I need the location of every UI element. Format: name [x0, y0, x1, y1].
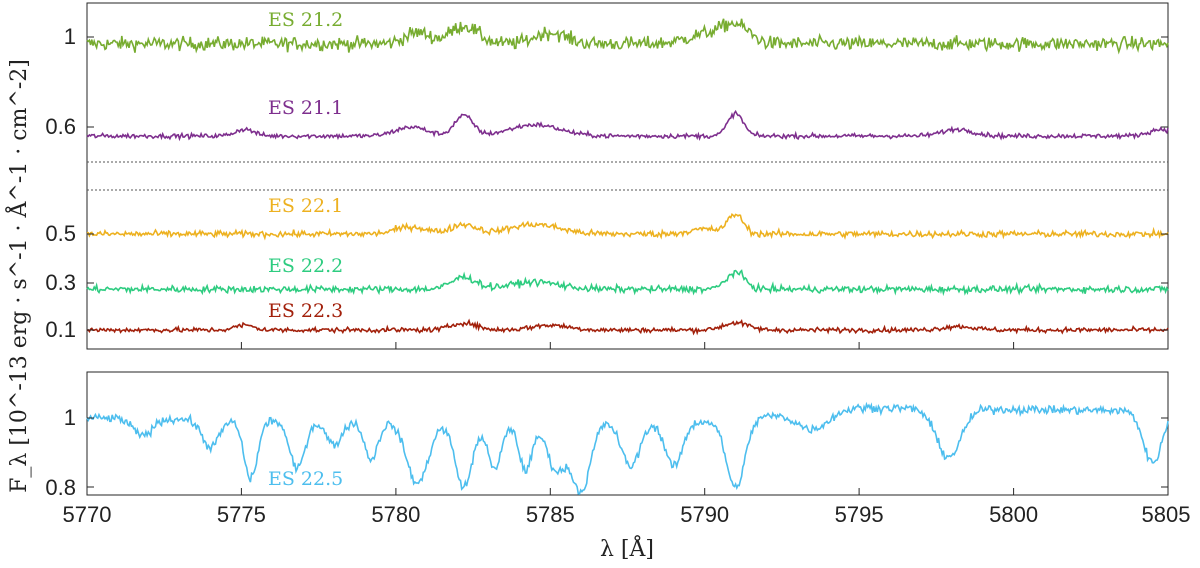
- series-line-es-22-5: [86, 401, 1169, 495]
- top-plot-series: [86, 18, 1169, 336]
- top-y-tick-label-0.5: 0.5: [45, 221, 76, 246]
- x-tick-label-5805: 5805: [1142, 502, 1191, 527]
- series-label-es-22-5: ES 22.5: [268, 468, 343, 490]
- x-axis-ticks: [86, 342, 1015, 495]
- series-label-es-22-1: ES 22.1: [268, 195, 343, 217]
- x-tick-label-5790: 5790: [680, 502, 729, 527]
- top-panel-frame: [86, 2, 1169, 350]
- series-label-es-22-2: ES 22.2: [268, 255, 343, 277]
- x-tick-label-5770: 5770: [63, 502, 112, 527]
- series-label-es-21-2: ES 21.2: [268, 9, 343, 31]
- bottom-plot-series: [86, 401, 1169, 495]
- y-axis-title: F_λ [10^-13 erg · s^-1 · Å^-1 · cm^-2]: [4, 59, 32, 493]
- bottom-panel-frame: [86, 371, 1169, 496]
- bottom-y-axis: [87, 417, 1168, 488]
- series-line-es-21-2: [86, 18, 1169, 55]
- top-y-tick-label-1: 1: [64, 24, 76, 49]
- bottom-y-tick-label-1: 1: [64, 405, 76, 430]
- series-line-es-22-2: [86, 269, 1169, 297]
- x-tick-label-5785: 5785: [526, 502, 575, 527]
- series-label-es-21-1: ES 21.1: [268, 97, 343, 119]
- x-tick-label-5775: 5775: [217, 502, 266, 527]
- series-line-es-22-1: [86, 212, 1169, 241]
- x-tick-label-5780: 5780: [371, 502, 420, 527]
- x-axis-title: λ [Å]: [600, 534, 654, 562]
- top-y-tick-label-0.1: 0.1: [45, 317, 76, 342]
- top-y-axis: [87, 36, 1168, 331]
- top-y-tick-label-0.3: 0.3: [45, 270, 76, 295]
- series-label-es-22-3: ES 22.3: [268, 300, 343, 322]
- series-line-es-21-1: [86, 109, 1169, 142]
- top-y-tick-label-0.6: 0.6: [45, 114, 76, 139]
- x-tick-label-5795: 5795: [835, 502, 884, 527]
- series-line-es-22-3: [86, 318, 1169, 336]
- bottom-y-tick-label-0.8: 0.8: [45, 475, 76, 500]
- x-tick-label-5800: 5800: [989, 502, 1038, 527]
